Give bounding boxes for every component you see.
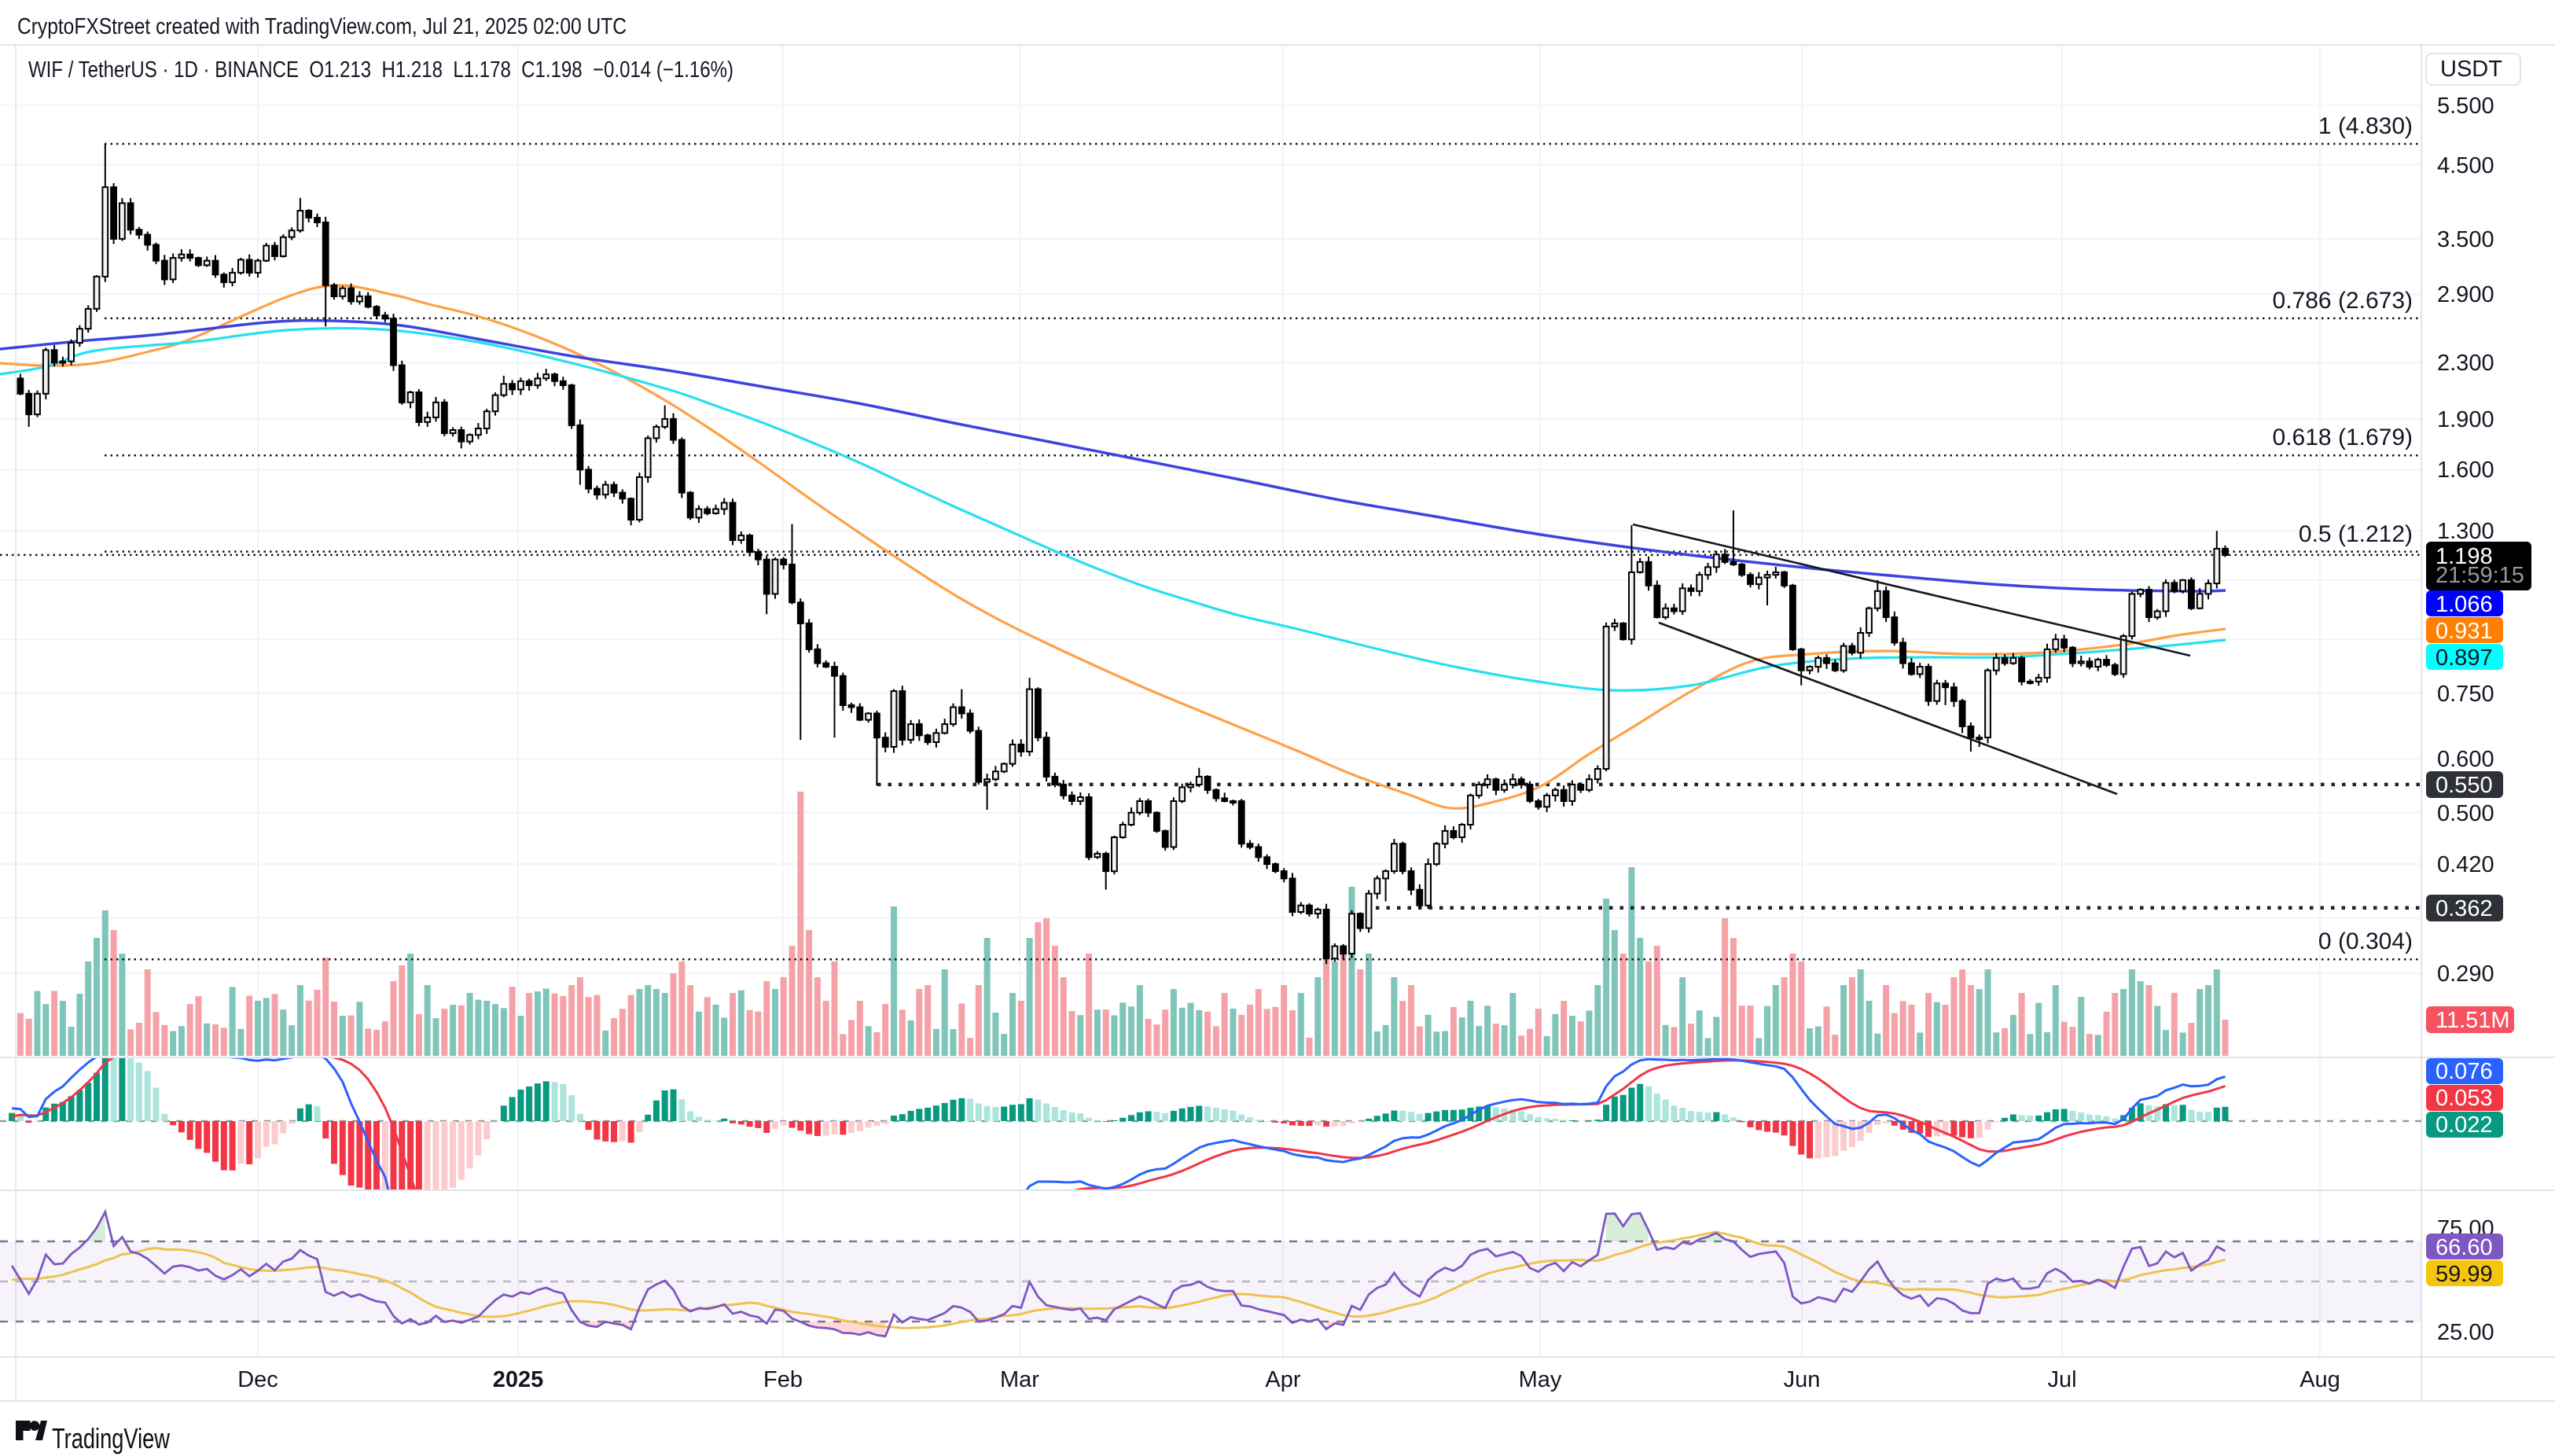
svg-text:0 (0.304): 0 (0.304) [2318,928,2413,954]
svg-text:59.99: 59.99 [2436,1262,2493,1287]
svg-text:0.600: 0.600 [2437,747,2494,772]
svg-text:1.600: 1.600 [2437,458,2494,483]
svg-text:Dec: Dec [237,1367,278,1392]
svg-text:Mar: Mar [1000,1367,1039,1392]
svg-text:0.5 (1.212): 0.5 (1.212) [2299,521,2413,547]
svg-text:0.897: 0.897 [2436,645,2493,671]
svg-text:2025: 2025 [493,1367,544,1392]
svg-text:0.786 (2.673): 0.786 (2.673) [2273,288,2413,314]
svg-text:0.076: 0.076 [2436,1059,2493,1084]
svg-text:5.500: 5.500 [2437,94,2494,119]
svg-text:21:59:15: 21:59:15 [2436,563,2524,588]
svg-text:CryptoFXStreet created with Tr: CryptoFXStreet created with TradingView.… [17,14,627,39]
svg-text:Feb: Feb [763,1367,803,1392]
svg-text:Jul: Jul [2047,1367,2076,1392]
svg-text:1 (4.830): 1 (4.830) [2318,113,2413,139]
svg-text:2.900: 2.900 [2437,282,2494,307]
svg-text:Apr: Apr [1265,1367,1300,1392]
svg-text:25.00: 25.00 [2437,1320,2494,1345]
svg-text:0.053: 0.053 [2436,1086,2493,1111]
svg-text:0.500: 0.500 [2437,801,2494,826]
svg-text:11.51M: 11.51M [2436,1008,2510,1033]
svg-text:1.900: 1.900 [2437,407,2494,432]
svg-text:0.022: 0.022 [2436,1112,2493,1138]
svg-text:2.300: 2.300 [2437,351,2494,376]
svg-text:TradingView: TradingView [52,1422,171,1454]
svg-text:USDT: USDT [2440,57,2502,82]
svg-text:0.931: 0.931 [2436,619,2493,644]
svg-text:0.290: 0.290 [2437,961,2494,987]
svg-text:4.500: 4.500 [2437,153,2494,178]
svg-text:3.500: 3.500 [2437,227,2494,252]
svg-text:Aug: Aug [2300,1367,2340,1392]
svg-text:1.198: 1.198 [2436,544,2493,569]
svg-text:0.362: 0.362 [2436,896,2493,921]
svg-text:0.618 (1.679): 0.618 (1.679) [2273,425,2413,450]
svg-text:1.300: 1.300 [2437,519,2494,544]
svg-text:0.750: 0.750 [2437,682,2494,707]
svg-text:0.420: 0.420 [2437,852,2494,877]
svg-text:May: May [1519,1367,1562,1392]
svg-text:1.066: 1.066 [2436,592,2493,617]
svg-text:66.60: 66.60 [2436,1235,2493,1260]
svg-text:0.550: 0.550 [2436,773,2493,798]
svg-text:WIF / TetherUS · 1D · BINANCE: WIF / TetherUS · 1D · BINANCE O1.213 H1.… [28,57,733,83]
svg-text:Jun: Jun [1784,1367,1821,1392]
